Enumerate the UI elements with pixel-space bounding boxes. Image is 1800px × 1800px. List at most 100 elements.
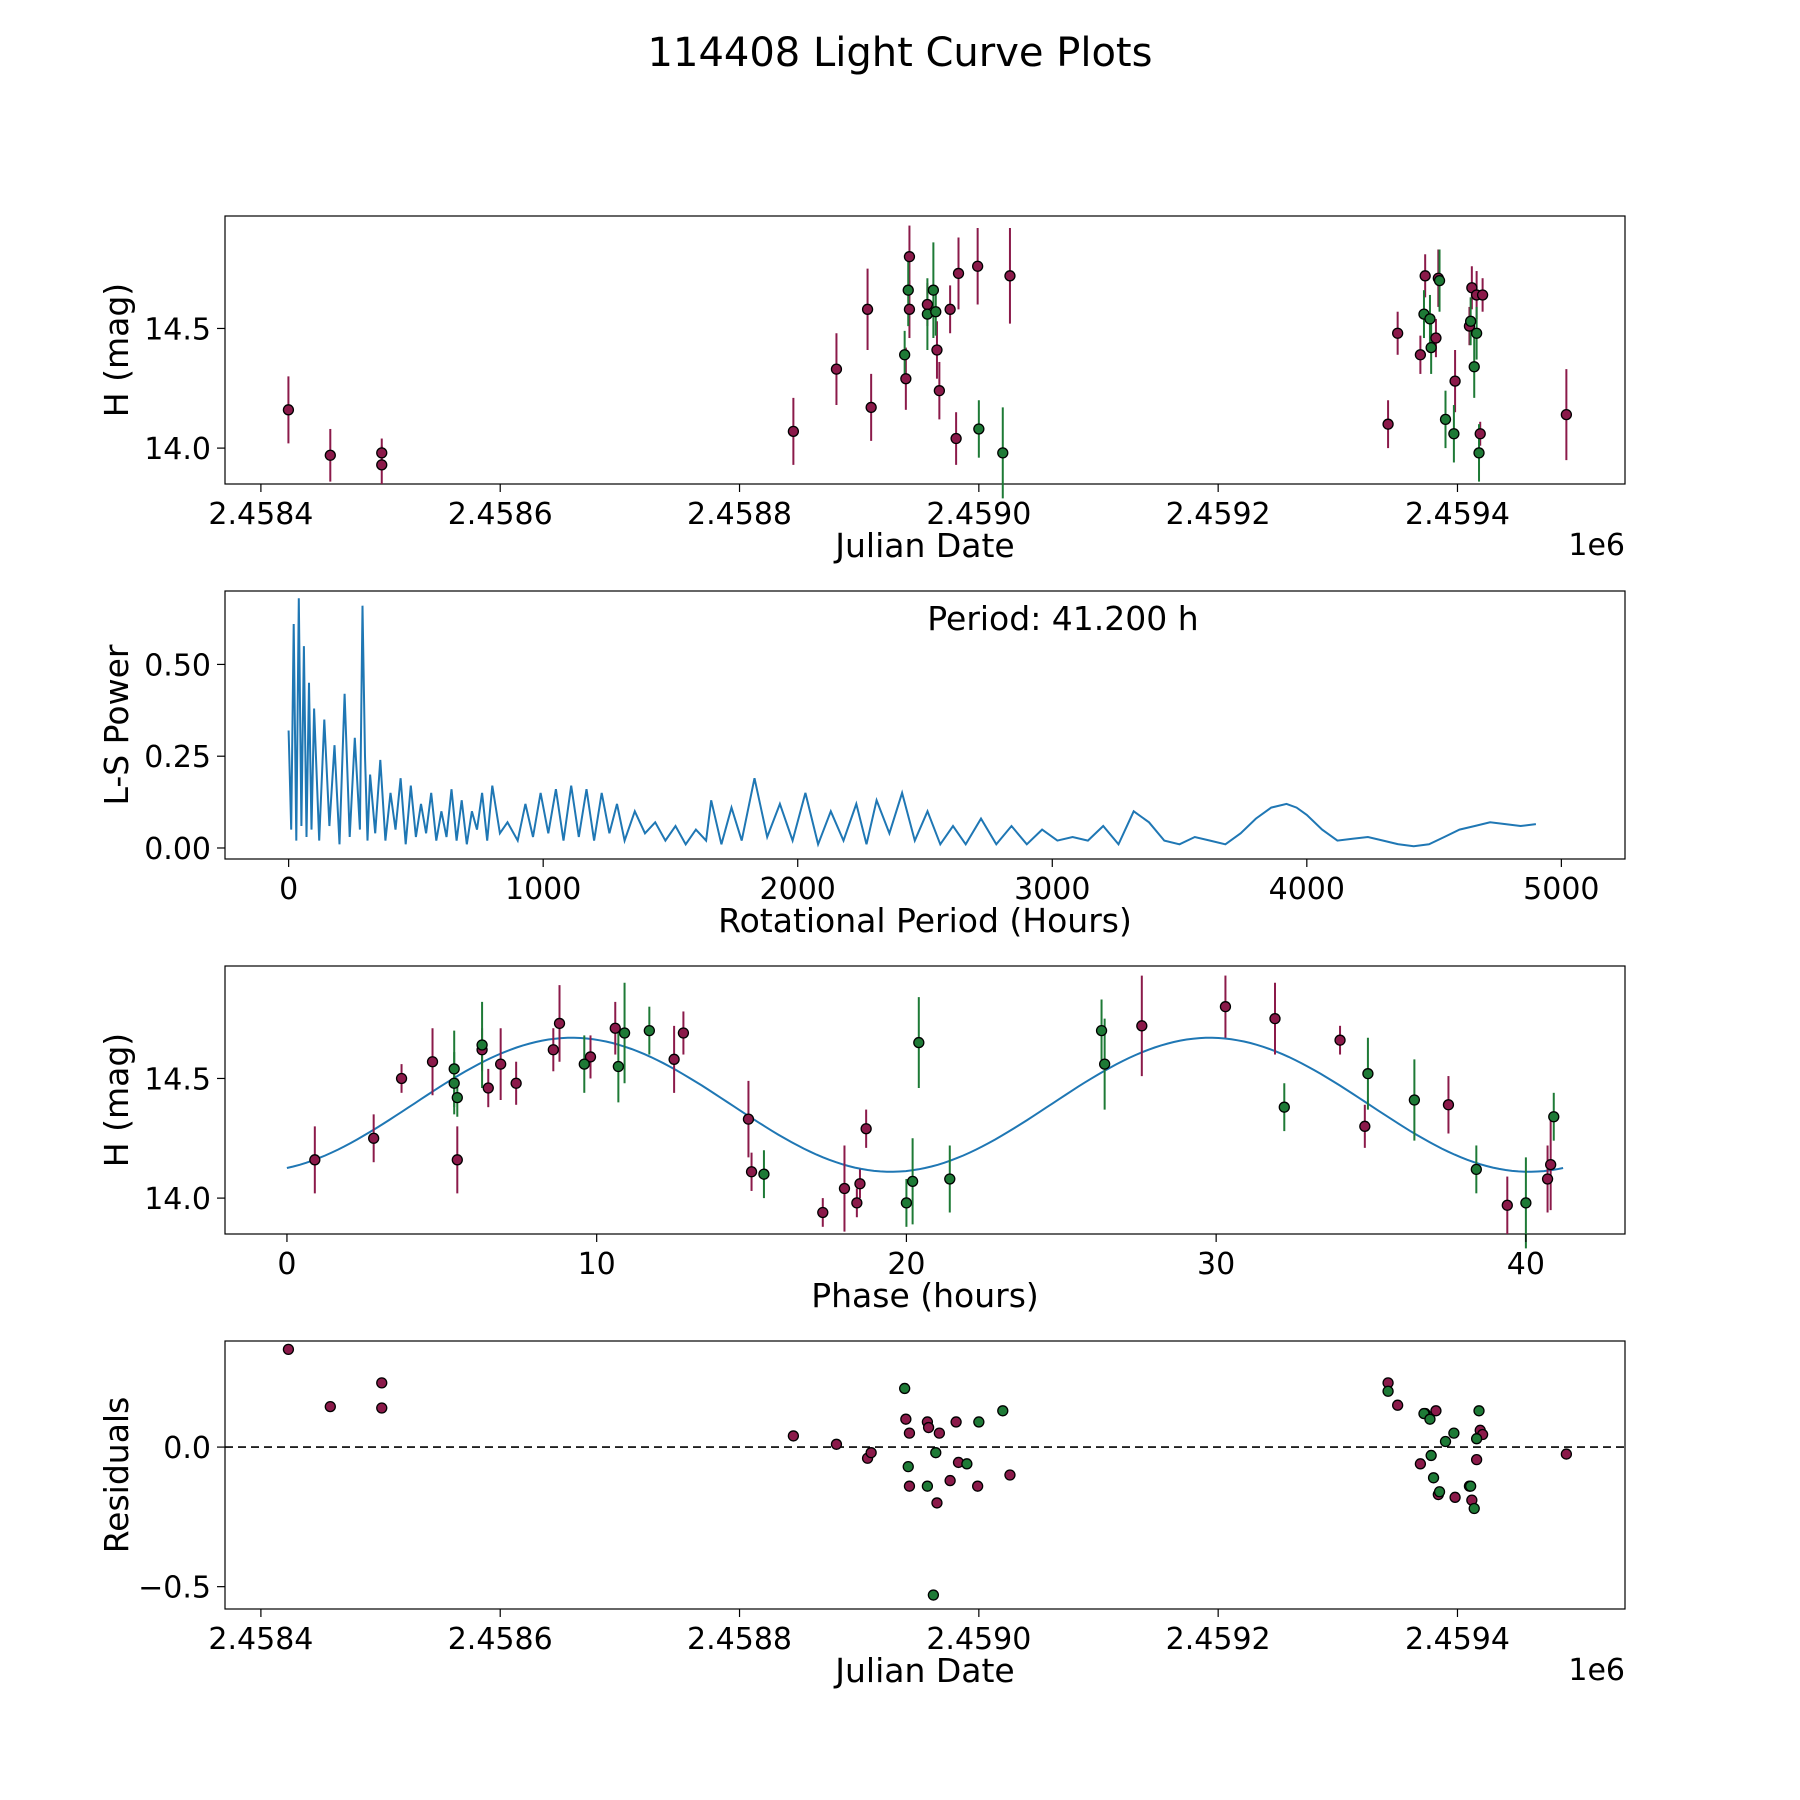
residuals-point-red <box>903 1480 916 1492</box>
periodogram-yticks: 0.00 0.25 0.50 <box>144 648 225 867</box>
phase-fold-point-red <box>860 1123 872 1135</box>
residuals-point-green <box>899 1382 911 1395</box>
phase-fold-point-green <box>476 1039 488 1051</box>
light-curve-point-red <box>933 385 946 397</box>
light-curve-point-red <box>1382 418 1394 430</box>
phase-fold-point-green <box>900 1197 913 1209</box>
light-curve-point-red <box>952 267 965 280</box>
residuals-point-red <box>944 1474 956 1487</box>
residuals-point-red <box>324 1400 336 1413</box>
phase-fold-point-red <box>1442 1099 1455 1111</box>
phase-fold-point-red <box>510 1077 522 1089</box>
light-curve-point-red <box>921 298 934 311</box>
light-curve-ytick-label: 14.0 <box>144 432 211 467</box>
phase-fold-point-red <box>395 1072 408 1085</box>
periodogram-ytick-label: 0.50 <box>144 648 211 683</box>
phase-fold-point-red <box>1334 1034 1346 1046</box>
light-curve-point-red <box>971 260 984 272</box>
phase-fold-point-red <box>1269 1012 1281 1025</box>
phase-fold-point-green <box>758 1168 770 1180</box>
phase-fold-point-red <box>745 1166 758 1178</box>
light-curve-point-red <box>376 447 388 459</box>
light-curve-point-red <box>1414 349 1427 361</box>
phase-fold-point-red <box>426 1056 439 1068</box>
phase-fold-xtick-label: 20 <box>887 1247 925 1282</box>
light-curve-point-green <box>899 349 911 361</box>
phase-fold-xtick-label: 0 <box>277 1247 296 1282</box>
residuals-point-green <box>1448 1427 1460 1439</box>
phase-fold-point-green <box>1098 1058 1111 1070</box>
light-curve-point-green <box>997 447 1009 459</box>
phase-fold-point-red <box>553 1017 566 1030</box>
residuals-point-green <box>1382 1385 1394 1397</box>
light-curve-point-green <box>930 306 942 318</box>
light-curve-point-red <box>1419 270 1431 282</box>
phase-fold-point-red <box>1136 1020 1148 1032</box>
residuals-point-green <box>1424 1413 1436 1425</box>
panel-residuals: 2.4584 2.4586 2.4588 2.4590 2.4592 2.4594 −0.… <box>97 1340 1626 1690</box>
light-curve-xtick-label: 2.4588 <box>687 497 792 532</box>
light-curve-yticks: 14.0 14.5 <box>144 312 225 467</box>
periodogram-xtick-label: 2000 <box>760 872 836 907</box>
phase-fold-point-red <box>851 1197 863 1209</box>
phase-fold-point-green <box>1548 1111 1560 1123</box>
phase-fold-point-red <box>584 1051 597 1063</box>
phase-fold-point-red <box>817 1206 829 1219</box>
phase-fold-xtick-label: 30 <box>1197 1247 1235 1282</box>
panel-phase-fold: 0 10 20 30 40 14.0 14.5 Phase (hours) H (mag) <box>97 965 1626 1315</box>
residuals-ytick-label: −0.5 <box>138 1571 211 1606</box>
residuals-xtick-label: 2.4594 <box>1405 1622 1510 1657</box>
light-curve-xtick-label: 2.4584 <box>208 497 313 532</box>
light-curve-point-green <box>973 423 985 435</box>
residuals-point-green <box>1464 1480 1477 1492</box>
residuals-point-red <box>971 1480 984 1492</box>
phase-fold-point-green <box>451 1091 463 1104</box>
phase-fold-axes-frame <box>224 965 1626 1235</box>
residuals-point-red <box>1560 1448 1573 1460</box>
light-curve-points <box>282 251 1573 471</box>
light-curve-offset-label: 1e6 <box>1568 528 1625 563</box>
light-curve-point-red <box>903 303 916 315</box>
phase-fold-point-green <box>448 1063 460 1075</box>
periodogram-xtick-label: 4000 <box>1269 872 1345 907</box>
light-curve-point-red <box>1476 289 1489 301</box>
phase-fold-point-red <box>309 1154 321 1166</box>
light-curve-point-green <box>927 284 940 296</box>
residuals-point-green <box>1468 1502 1480 1515</box>
residuals-xtick-label: 2.4584 <box>208 1622 313 1657</box>
residuals-xtick-label: 2.4592 <box>1166 1622 1271 1657</box>
light-curve-point-red <box>1430 332 1442 344</box>
phase-fold-point-green <box>1408 1094 1421 1106</box>
light-curve-point-green <box>1470 327 1483 339</box>
residuals-point-red <box>922 1421 935 1434</box>
residuals-point-red <box>376 1402 388 1414</box>
phase-fold-ylabel: H (mag) <box>97 1033 136 1167</box>
light-curve-point-red <box>903 251 916 263</box>
residuals-point-green <box>997 1405 1009 1417</box>
residuals-yticks: −0.5 0.0 <box>138 1431 225 1606</box>
residuals-point-red <box>1004 1469 1016 1481</box>
light-curve-point-red <box>1391 327 1404 339</box>
phase-fold-xlabel: Phase (hours) <box>811 1276 1039 1315</box>
residuals-point-red <box>1470 1453 1483 1466</box>
phase-fold-point-red <box>495 1058 507 1070</box>
residuals-point-red <box>787 1430 800 1442</box>
residuals-xlabel: Julian Date <box>833 1651 1015 1690</box>
light-curve-point-green <box>1425 341 1437 354</box>
light-curve-point-green <box>1433 274 1446 287</box>
period-annotation: Period: 41.200 h <box>927 599 1198 638</box>
residuals-point-red <box>900 1413 912 1425</box>
residuals-xtick-label: 2.4590 <box>926 1622 1031 1657</box>
light-curve-xtick-label: 2.4590 <box>926 497 1031 532</box>
periodogram-xtick-label: 0 <box>279 872 298 907</box>
residuals-point-red <box>830 1438 843 1450</box>
residuals-point-red <box>1430 1405 1442 1417</box>
phase-fold-ytick-label: 14.0 <box>144 1182 211 1217</box>
phase-fold-point-red <box>1541 1173 1554 1185</box>
residuals-point-green <box>961 1458 973 1470</box>
phase-fold-ytick-label: 14.5 <box>144 1062 211 1097</box>
light-curve-point-red <box>1004 270 1016 282</box>
phase-fold-point-green <box>913 1036 925 1049</box>
light-curve-errorbars <box>287 225 1568 499</box>
residuals-point-red <box>903 1427 916 1439</box>
